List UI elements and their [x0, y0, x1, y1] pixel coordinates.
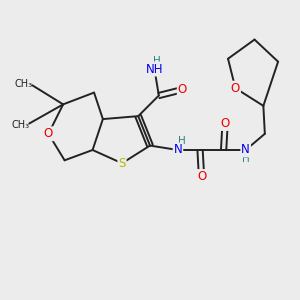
- Text: O: O: [197, 170, 206, 183]
- Text: S: S: [118, 157, 126, 170]
- Text: H: H: [153, 56, 160, 66]
- Text: CH₃: CH₃: [11, 120, 29, 130]
- Text: NH: NH: [146, 62, 163, 76]
- Text: O: O: [44, 127, 53, 140]
- Text: CH₃: CH₃: [14, 79, 32, 89]
- Text: O: O: [178, 83, 187, 96]
- Text: N: N: [241, 143, 250, 157]
- Text: H: H: [178, 136, 185, 146]
- Text: O: O: [220, 117, 230, 130]
- Text: H: H: [242, 154, 250, 164]
- Text: O: O: [231, 82, 240, 95]
- Text: N: N: [174, 143, 182, 157]
